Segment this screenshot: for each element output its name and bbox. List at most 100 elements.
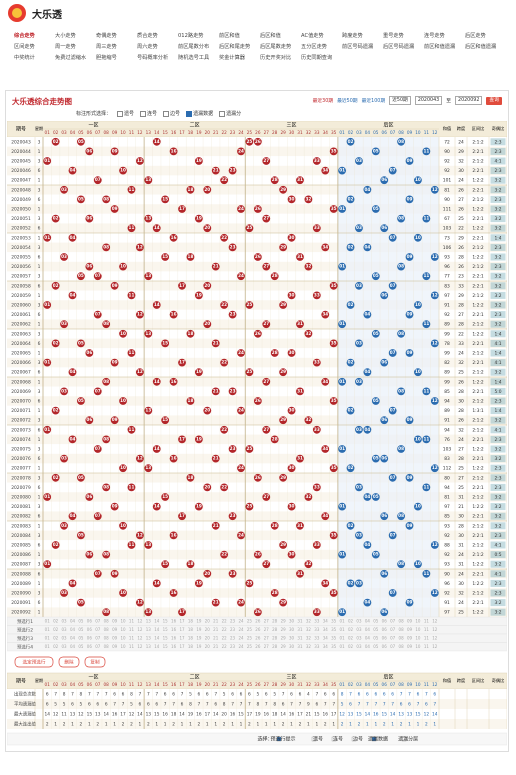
predict-number[interactable]: 08 xyxy=(399,644,405,649)
predict-number[interactable]: 26 xyxy=(255,627,261,632)
predict-number[interactable]: 19 xyxy=(196,627,202,632)
predict-number[interactable]: 21 xyxy=(213,627,219,632)
predict-number[interactable]: 16 xyxy=(171,627,177,632)
predict-number[interactable]: 33 xyxy=(314,627,320,632)
nav-link[interactable]: 后区和尾走势 xyxy=(219,44,251,50)
predict-number[interactable]: 19 xyxy=(196,635,202,640)
predict-number[interactable]: 09 xyxy=(112,635,118,640)
predict-number[interactable]: 05 xyxy=(373,635,379,640)
predict-number[interactable]: 33 xyxy=(314,635,320,640)
predict-number[interactable]: 06 xyxy=(87,627,93,632)
predict-number[interactable]: 29 xyxy=(281,618,287,623)
predict-number[interactable]: 02 xyxy=(348,618,354,623)
predict-number[interactable]: 08 xyxy=(399,618,405,623)
predict-number[interactable]: 07 xyxy=(390,627,396,632)
predict-number[interactable]: 03 xyxy=(356,644,362,649)
predict-number[interactable]: 22 xyxy=(222,635,228,640)
predict-number[interactable]: 17 xyxy=(179,635,185,640)
predict-number[interactable]: 35 xyxy=(331,618,337,623)
checkbox[interactable] xyxy=(140,110,147,117)
quick-link[interactable]: 最近30期 xyxy=(312,99,334,104)
predict-number[interactable]: 04 xyxy=(365,635,371,640)
predict-number[interactable]: 12 xyxy=(137,644,143,649)
predict-number[interactable]: 04 xyxy=(70,627,76,632)
predict-number[interactable]: 34 xyxy=(323,618,329,623)
predict-number[interactable]: 30 xyxy=(289,627,295,632)
predict-number[interactable]: 17 xyxy=(179,627,185,632)
predict-number[interactable]: 21 xyxy=(213,618,219,623)
predict-number[interactable]: 21 xyxy=(213,644,219,649)
predict-number[interactable]: 09 xyxy=(112,644,118,649)
predict-number[interactable]: 26 xyxy=(255,644,261,649)
nav-link[interactable]: 后区走势 xyxy=(465,33,486,39)
predict-number[interactable]: 08 xyxy=(104,627,110,632)
predict-number[interactable]: 31 xyxy=(297,635,303,640)
predict-number[interactable]: 33 xyxy=(314,618,320,623)
predict-number[interactable]: 28 xyxy=(272,644,278,649)
predict-number[interactable]: 02 xyxy=(53,618,59,623)
predict-number[interactable]: 04 xyxy=(365,627,371,632)
predict-number[interactable]: 02 xyxy=(53,627,59,632)
predict-number[interactable]: 23 xyxy=(230,618,236,623)
predict-number[interactable]: 12 xyxy=(137,635,143,640)
predict-number[interactable]: 16 xyxy=(171,618,177,623)
predict-number[interactable]: 01 xyxy=(45,635,51,640)
predict-number[interactable]: 06 xyxy=(87,635,93,640)
nav-link[interactable]: 免费过滤缩水 xyxy=(55,55,87,61)
predict-number[interactable]: 18 xyxy=(188,627,194,632)
predict-number[interactable]: 16 xyxy=(171,644,177,649)
predict-number[interactable]: 25 xyxy=(247,627,253,632)
predict-number[interactable]: 27 xyxy=(264,627,270,632)
nav-link[interactable]: 前区号码遗漏 xyxy=(342,44,374,50)
predict-number[interactable]: 06 xyxy=(382,635,388,640)
predict-number[interactable]: 32 xyxy=(306,618,312,623)
predict-number[interactable]: 08 xyxy=(104,644,110,649)
predict-number[interactable]: 02 xyxy=(53,644,59,649)
predict-number[interactable]: 35 xyxy=(331,635,337,640)
nav-link[interactable]: 跨度走势 xyxy=(342,33,363,39)
predict-number[interactable]: 10 xyxy=(415,644,421,649)
predict-number[interactable]: 10 xyxy=(120,618,126,623)
predict-number[interactable]: 29 xyxy=(281,644,287,649)
predict-number[interactable]: 01 xyxy=(45,627,51,632)
predict-number[interactable]: 12 xyxy=(432,627,438,632)
predict-number[interactable]: 10 xyxy=(415,618,421,623)
predict-number[interactable]: 01 xyxy=(45,618,51,623)
predict-number[interactable]: 03 xyxy=(356,618,362,623)
predict-number[interactable]: 26 xyxy=(255,635,261,640)
predict-number[interactable]: 13 xyxy=(146,635,152,640)
nav-link[interactable]: 大小走势 xyxy=(55,33,76,39)
predict-number[interactable]: 34 xyxy=(323,644,329,649)
predict-number[interactable]: 07 xyxy=(95,635,101,640)
predict-number[interactable]: 15 xyxy=(163,627,169,632)
predict-number[interactable]: 09 xyxy=(407,635,413,640)
predict-number[interactable]: 32 xyxy=(306,627,312,632)
predict-number[interactable]: 11 xyxy=(424,635,430,640)
predict-number[interactable]: 22 xyxy=(222,618,228,623)
predict-number[interactable]: 13 xyxy=(146,627,152,632)
predict-number[interactable]: 27 xyxy=(264,644,270,649)
quick-link[interactable]: 最近100期 xyxy=(361,99,386,104)
predict-number[interactable]: 14 xyxy=(154,618,160,623)
predict-number[interactable]: 31 xyxy=(297,627,303,632)
nav-link[interactable]: 周一走势 xyxy=(55,44,76,50)
predict-number[interactable]: 07 xyxy=(390,618,396,623)
nav-link[interactable]: 胆拖缩号 xyxy=(96,55,117,61)
predict-number[interactable]: 02 xyxy=(348,627,354,632)
option[interactable]: 遗号 xyxy=(117,110,134,117)
predict-number[interactable]: 14 xyxy=(154,627,160,632)
predict-number[interactable]: 16 xyxy=(171,635,177,640)
footer-option[interactable]: 连号 xyxy=(333,736,343,743)
predict-number[interactable]: 07 xyxy=(95,644,101,649)
predict-number[interactable]: 06 xyxy=(87,618,93,623)
nav-link[interactable]: 前区和值遗漏 xyxy=(424,44,456,50)
predict-number[interactable]: 22 xyxy=(222,627,228,632)
nav-link[interactable]: 周六走势 xyxy=(137,44,158,50)
checkbox[interactable] xyxy=(163,110,170,117)
predict-number[interactable]: 11 xyxy=(129,627,135,632)
predict-number[interactable]: 04 xyxy=(70,618,76,623)
predict-number[interactable]: 03 xyxy=(62,627,68,632)
nav-link[interactable]: 五分区走势 xyxy=(301,44,327,50)
predict-number[interactable]: 02 xyxy=(53,635,59,640)
nav-link[interactable]: 前区尾数分布 xyxy=(178,44,210,50)
